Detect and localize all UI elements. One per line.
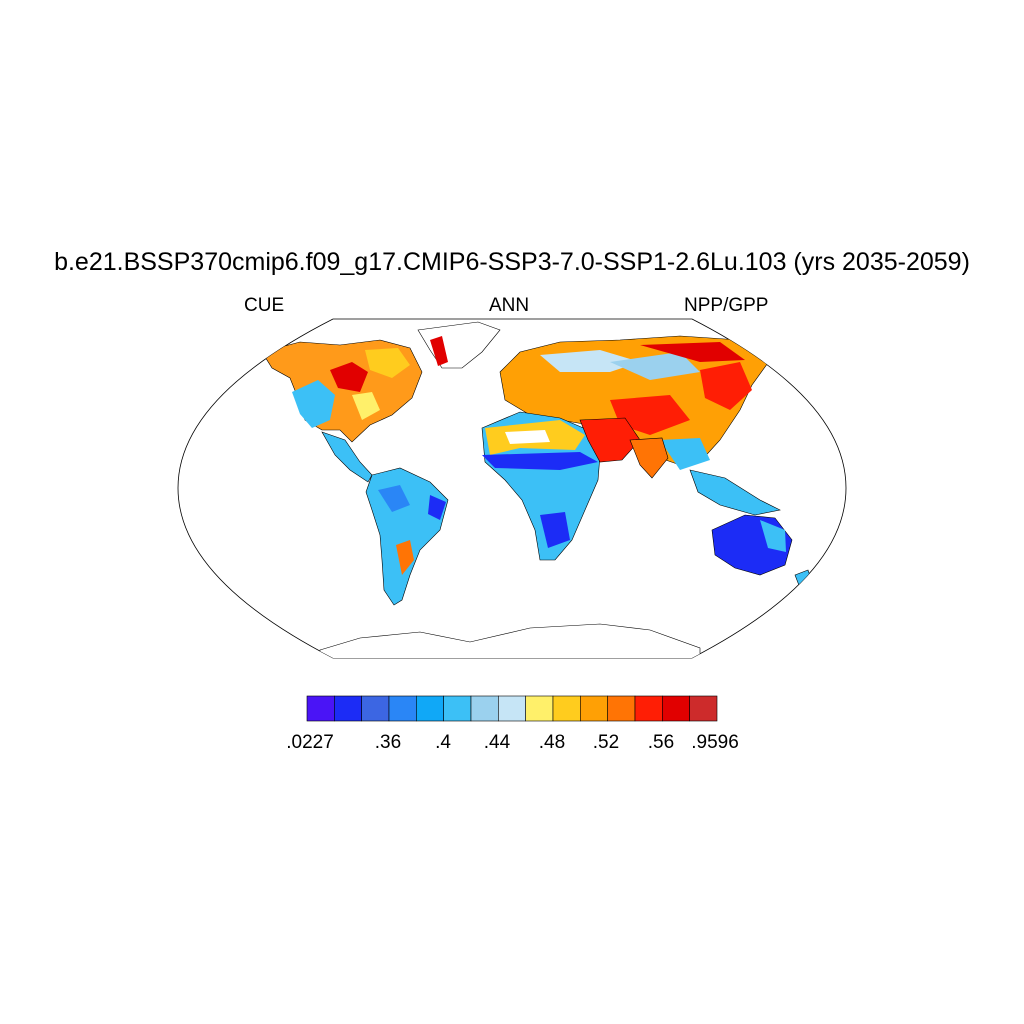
region-east-asia [660,438,710,470]
subtitle-ratio: NPP/GPP [684,295,769,316]
colorbar-label: .48 [539,732,565,753]
colorbar-swatch [334,695,362,722]
colorbar-swatch [361,695,390,722]
region-southern-africa [540,512,570,548]
subtitle-season: ANN [489,295,530,316]
colorbar-label: .0227 [286,732,334,753]
region-na-west [292,380,335,428]
region-india [629,437,669,479]
colorbar-label: .56 [648,732,674,753]
colorbar-label: .9596 [691,732,739,753]
region-siberia-central [610,352,700,380]
region-sahel [482,452,598,470]
colorbar-swatch [689,695,718,722]
colorbar-swatch [580,695,608,722]
region-far-east [700,362,752,410]
region-antarctica [319,623,701,658]
colorbar-label: .44 [484,732,511,753]
colorbar-swatch [416,695,444,722]
region-sahara-nodata [505,430,550,444]
colorbar-swatch [552,695,581,722]
region-southeast-asia [689,469,781,516]
region-sa-north [378,485,410,512]
colorbar-label: .4 [435,732,451,753]
region-na-east [352,392,380,420]
plot-title: b.e21.BSSP370cmip6.f09_g17.CMIP6-SSP3-7.… [54,248,970,276]
colorbar-label: .36 [375,732,401,753]
colorbar-swatch [306,695,335,722]
colorbar-swatch [634,695,663,722]
colorbar-swatch [498,695,526,722]
colorbar-swatch [443,695,472,722]
colorbar-swatch [470,695,499,722]
region-siberia-west [540,350,640,372]
colorbar-label: .52 [593,732,619,753]
region-sa-east [428,495,446,520]
subtitle-variable: CUE [244,295,285,316]
region-sa-south [396,540,414,575]
region-australia-east [760,520,786,552]
region-na-central [330,362,368,392]
region-siberia-north [640,342,745,362]
region-arabia [579,417,641,463]
region-central-america [321,431,373,483]
colorbar-swatch [525,695,554,722]
region-greenland-edge [430,336,448,366]
colorbar-swatch [607,695,636,722]
colorbar-swatch [662,695,690,722]
region-na-north [365,348,410,378]
colorbar-swatch [388,695,417,722]
